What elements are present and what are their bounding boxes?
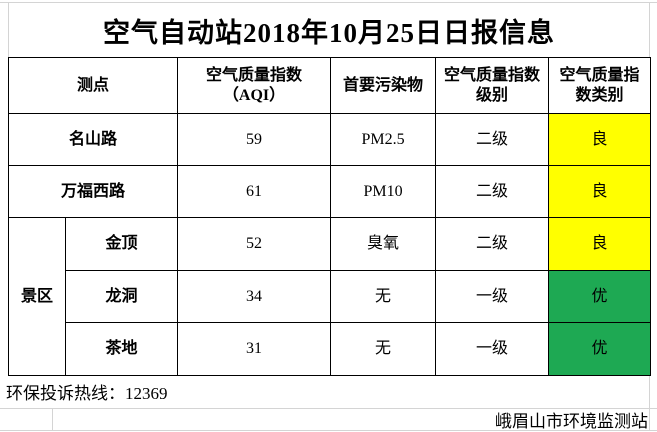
header-aqi: 空气质量指数 （AQI） bbox=[177, 57, 332, 114]
table-row: 景区 金顶 52 臭氧 二级 良 bbox=[8, 217, 652, 376]
air-quality-table: 测点 空气质量指数 （AQI） 首要污染物 空气质量指数 级别 空气质量指 数类… bbox=[7, 57, 652, 376]
pollutant-cell: PM2.5 bbox=[330, 113, 437, 166]
aqi-cell: 59 bbox=[177, 113, 332, 166]
aqi-cell: 34 bbox=[177, 270, 332, 323]
site-cell: 龙洞 bbox=[64, 270, 179, 323]
aqi-cell: 31 bbox=[177, 322, 332, 376]
gridline-bottomrow-divider bbox=[52, 408, 53, 431]
table-row: 茶地 31 无 一级 优 bbox=[9, 322, 652, 376]
complaint-hotline: 环保投诉热线：12369 bbox=[6, 383, 168, 403]
category-cell: 良 bbox=[548, 113, 652, 166]
header-pollutant: 首要污染物 bbox=[330, 57, 437, 114]
category-cell: 良 bbox=[548, 217, 652, 271]
level-cell: 一级 bbox=[435, 270, 550, 323]
gridline-title-right bbox=[649, 2, 650, 57]
header-level: 空气质量指数 级别 bbox=[435, 57, 550, 114]
aqi-cell: 61 bbox=[177, 165, 332, 218]
level-cell: 一级 bbox=[435, 322, 550, 376]
monitoring-station-name: 峨眉山市环境监测站 bbox=[495, 412, 648, 431]
header-site: 测点 bbox=[7, 57, 179, 114]
header-category: 空气质量指 数类别 bbox=[548, 57, 652, 114]
pollutant-cell: 无 bbox=[330, 270, 437, 323]
gridline-title-left bbox=[8, 2, 9, 57]
site-cell: 茶地 bbox=[64, 322, 179, 376]
site-cell: 万福西路 bbox=[7, 165, 179, 218]
report-title: 空气自动站2018年10月25日日报信息 bbox=[103, 17, 555, 48]
table-row: 龙洞 34 无 一级 优 bbox=[9, 270, 652, 323]
site-cell: 金顶 bbox=[64, 217, 179, 271]
category-cell: 优 bbox=[548, 322, 652, 376]
table-row: 名山路 59 PM2.5 二级 良 bbox=[7, 113, 652, 166]
table-row: 万福西路 61 PM10 二级 良 bbox=[7, 165, 652, 218]
gridline-footer-right bbox=[649, 375, 650, 431]
table-header-row: 测点 空气质量指数 （AQI） 首要污染物 空气质量指数 级别 空气质量指 数类… bbox=[7, 57, 652, 114]
pollutant-cell: PM10 bbox=[330, 165, 437, 218]
gridline-bottom bbox=[0, 430, 657, 431]
pollutant-cell: 无 bbox=[330, 322, 437, 376]
level-cell: 二级 bbox=[435, 217, 550, 271]
site-cell: 名山路 bbox=[7, 113, 179, 166]
gridline-top bbox=[0, 2, 657, 3]
pollutant-cell: 臭氧 bbox=[330, 217, 437, 271]
gridline-footer-mid bbox=[0, 408, 657, 409]
category-cell: 良 bbox=[548, 165, 652, 218]
category-cell: 优 bbox=[548, 270, 652, 323]
aqi-cell: 52 bbox=[177, 217, 332, 271]
level-cell: 二级 bbox=[435, 165, 550, 218]
level-cell: 二级 bbox=[435, 113, 550, 166]
site-group-cell: 景区 bbox=[8, 217, 66, 376]
